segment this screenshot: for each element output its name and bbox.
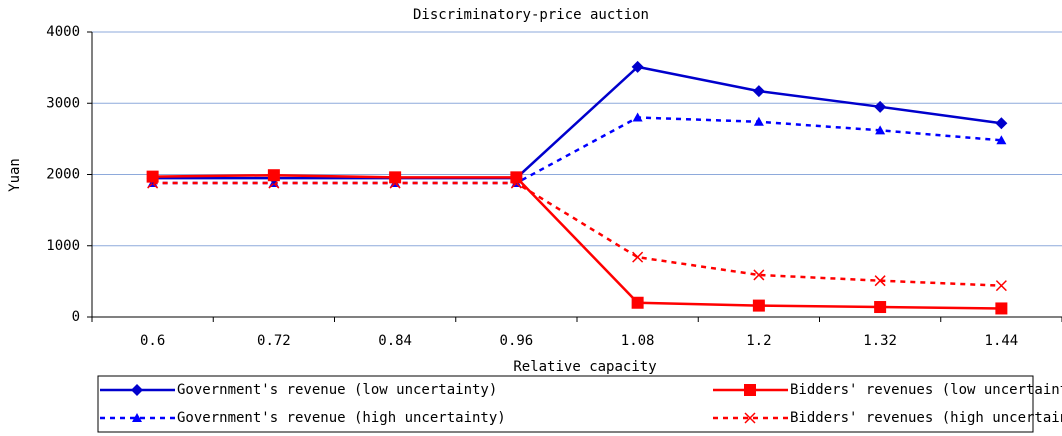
- marker: [753, 269, 765, 281]
- marker: [874, 301, 887, 314]
- marker: [146, 170, 159, 183]
- series-line: [152, 65, 1002, 180]
- marker: [996, 135, 1007, 145]
- marker: [874, 100, 887, 113]
- legend-label: Government's revenue (high uncertainty): [177, 410, 506, 426]
- marker: [131, 384, 143, 396]
- marker: [875, 125, 886, 135]
- legend-box: [97, 375, 1034, 433]
- y-tick-label: 0: [72, 309, 80, 325]
- series-line: [152, 181, 1002, 287]
- y-tick-label: 1000: [46, 238, 80, 254]
- series-line: [152, 173, 1002, 310]
- marker: [632, 112, 643, 122]
- marker: [995, 280, 1007, 292]
- y-axis-label: Yuan: [7, 158, 23, 192]
- marker: [995, 117, 1008, 130]
- legend-label: Bidders' revenues (low uncertainty): [790, 382, 1062, 398]
- x-tick-label: 0.96: [500, 333, 534, 349]
- marker: [267, 169, 280, 182]
- y-tick-label: 3000: [46, 95, 80, 111]
- x-tick-label: 1.2: [746, 333, 771, 349]
- y-tick-label: 2000: [46, 167, 80, 183]
- marker: [632, 251, 644, 263]
- x-tick-label: 1.32: [863, 333, 897, 349]
- marker: [874, 275, 886, 287]
- legend-label: Government's revenue (low uncertainty): [177, 382, 497, 398]
- marker: [744, 384, 756, 396]
- x-tick-label: 1.08: [621, 333, 655, 349]
- x-tick-label: 0.72: [257, 333, 291, 349]
- marker: [389, 171, 402, 184]
- marker: [631, 296, 644, 309]
- y-tick-label: 4000: [46, 24, 80, 40]
- x-axis-label: Relative capacity: [513, 359, 656, 375]
- marker: [752, 85, 765, 98]
- marker: [631, 60, 644, 73]
- marker: [744, 412, 756, 424]
- series-line: [152, 116, 1002, 185]
- marker: [753, 116, 764, 126]
- x-tick-label: 1.44: [985, 333, 1019, 349]
- legend-label: Bidders' revenues (high uncertainty): [790, 410, 1062, 426]
- x-tick-label: 0.84: [378, 333, 412, 349]
- marker: [752, 299, 765, 312]
- marker: [510, 171, 523, 184]
- x-tick-label: 0.6: [140, 333, 165, 349]
- marker: [995, 302, 1008, 315]
- marker: [132, 413, 142, 422]
- chart-title: Discriminatory-price auction: [413, 7, 649, 23]
